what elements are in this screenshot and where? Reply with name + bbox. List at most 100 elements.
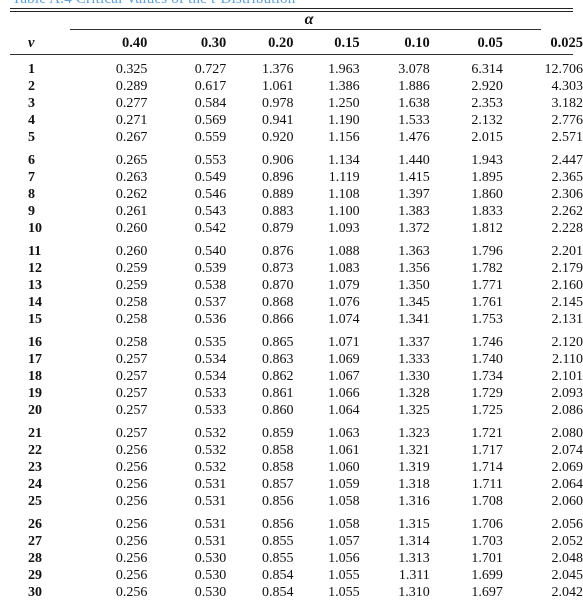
- critical-value-cell: 1.372: [398, 221, 430, 236]
- critical-value-cell: 0.256: [115, 551, 148, 566]
- table-caption: Table A.4 Critical Values of the t-Distr…: [12, 0, 295, 8]
- critical-value-cell: 0.259: [115, 278, 148, 293]
- table-row: 18 0.257 0.534 0.862 1.067 1.330 1.734 2.101: [10, 368, 583, 385]
- table-row: 13 0.259 0.538 0.870 1.079 1.350 1.771 2.160: [10, 277, 583, 294]
- critical-value-cell: 0.530: [194, 568, 227, 583]
- critical-value-cell: 0.532: [194, 460, 227, 475]
- critical-value-cell: 0.534: [194, 369, 227, 384]
- critical-value-cell: 1.250: [328, 96, 360, 111]
- critical-value-cell: 1.108: [328, 187, 360, 202]
- critical-value-cell: 1.753: [471, 312, 503, 327]
- nu-header: v: [28, 35, 35, 51]
- critical-value-cell: 0.569: [194, 113, 227, 128]
- critical-value-cell: 2.228: [551, 221, 583, 236]
- critical-value-cell: 0.257: [115, 352, 148, 367]
- critical-value-cell: 0.855: [261, 551, 294, 566]
- degrees-of-freedom-cell: 20: [28, 403, 42, 418]
- critical-value-cell: 0.257: [115, 426, 148, 441]
- degrees-of-freedom-cell: 17: [28, 352, 42, 367]
- critical-value-cell: 1.100: [328, 204, 360, 219]
- critical-value-cell: 0.530: [194, 551, 227, 566]
- critical-value-cell: 2.015: [471, 130, 503, 145]
- critical-value-cell: 0.536: [194, 312, 227, 327]
- critical-value-cell: 0.617: [194, 79, 227, 94]
- critical-value-cell: 0.260: [115, 244, 148, 259]
- table-row: 12 0.259 0.539 0.873 1.083 1.356 1.782 2.179: [10, 260, 583, 277]
- table-row: 23 0.256 0.532 0.858 1.060 1.319 1.714 2.069: [10, 459, 583, 476]
- critical-value-cell: 2.069: [551, 460, 583, 475]
- critical-value-cell: 0.540: [194, 244, 227, 259]
- critical-value-cell: 2.086: [551, 403, 583, 418]
- degrees-of-freedom-cell: 2: [28, 79, 35, 94]
- critical-value-cell: 1.337: [398, 335, 430, 350]
- critical-value-cell: 0.920: [261, 130, 294, 145]
- critical-value-cell: 1.771: [471, 278, 503, 293]
- critical-value-cell: 0.263: [115, 170, 148, 185]
- critical-value-cell: 1.796: [471, 244, 503, 259]
- critical-value-cell: 0.859: [261, 426, 294, 441]
- critical-value-cell: 12.706: [544, 62, 583, 77]
- degrees-of-freedom-cell: 18: [28, 369, 42, 384]
- critical-value-cell: 1.701: [471, 551, 503, 566]
- critical-value-cell: 0.325: [115, 62, 148, 77]
- critical-value-cell: 0.978: [261, 96, 294, 111]
- critical-value-cell: 1.074: [328, 312, 360, 327]
- table-row: 9 0.261 0.543 0.883 1.100 1.383 1.833 2.262: [10, 203, 583, 220]
- critical-value-cell: 0.858: [261, 460, 294, 475]
- critical-value-cell: 0.559: [194, 130, 227, 145]
- table-row: 4 0.271 0.569 0.941 1.190 1.533 2.132 2.776: [10, 112, 583, 129]
- critical-value-cell: 0.543: [194, 204, 227, 219]
- critical-value-cell: 0.532: [194, 426, 227, 441]
- critical-value-cell: 1.063: [328, 426, 360, 441]
- degrees-of-freedom-cell: 3: [28, 96, 35, 111]
- critical-value-cell: 0.533: [194, 386, 227, 401]
- alpha-column-header: 0.05: [477, 35, 503, 51]
- critical-value-cell: 2.045: [551, 568, 583, 583]
- degrees-of-freedom-cell: 7: [28, 170, 35, 185]
- critical-value-cell: 1.833: [471, 204, 503, 219]
- critical-value-cell: 2.201: [551, 244, 583, 259]
- critical-value-cell: 0.883: [261, 204, 294, 219]
- critical-value-cell: 0.256: [115, 585, 148, 600]
- degrees-of-freedom-cell: 8: [28, 187, 35, 202]
- degrees-of-freedom-cell: 23: [28, 460, 42, 475]
- critical-value-cell: 2.060: [551, 494, 583, 509]
- critical-value-cell: 2.064: [551, 477, 583, 492]
- degrees-of-freedom-cell: 5: [28, 130, 35, 145]
- critical-value-cell: 1.708: [471, 494, 503, 509]
- critical-value-cell: 1.350: [398, 278, 430, 293]
- alpha-span-rule: [70, 29, 541, 30]
- critical-value-cell: 6.314: [471, 62, 503, 77]
- critical-value-cell: 0.531: [194, 477, 227, 492]
- critical-value-cell: 0.941: [261, 113, 294, 128]
- critical-value-cell: 1.134: [328, 153, 360, 168]
- critical-value-cell: 0.257: [115, 403, 148, 418]
- critical-value-cell: 0.531: [194, 534, 227, 549]
- degrees-of-freedom-cell: 15: [28, 312, 42, 327]
- table-row: 6 0.265 0.553 0.906 1.134 1.440 1.943 2.447: [10, 146, 583, 169]
- critical-value-cell: 0.277: [115, 96, 148, 111]
- critical-value-cell: 2.571: [551, 130, 583, 145]
- table-row: 16 0.258 0.535 0.865 1.071 1.337 1.746 2.120: [10, 328, 583, 351]
- critical-value-cell: 0.858: [261, 443, 294, 458]
- alpha-column-header: 0.40: [121, 35, 148, 51]
- critical-value-cell: 0.533: [194, 403, 227, 418]
- alpha-header: α: [304, 11, 314, 28]
- degrees-of-freedom-cell: 12: [28, 261, 42, 276]
- critical-value-cell: 1.376: [261, 62, 294, 77]
- critical-value-cell: 1.056: [328, 551, 360, 566]
- critical-value-cell: 2.365: [551, 170, 583, 185]
- critical-value-cell: 1.316: [398, 494, 430, 509]
- critical-value-cell: 0.854: [261, 585, 294, 600]
- critical-value-cell: 2.160: [551, 278, 583, 293]
- table-row: 25 0.256 0.531 0.856 1.058 1.316 1.708 2.060: [10, 493, 583, 510]
- critical-value-cell: 0.906: [261, 153, 294, 168]
- top-rule-inner: [10, 11, 573, 12]
- critical-value-cell: 2.074: [551, 443, 583, 458]
- critical-value-cell: 0.879: [261, 221, 294, 236]
- critical-value-cell: 1.717: [471, 443, 503, 458]
- degrees-of-freedom-cell: 29: [28, 568, 42, 583]
- critical-value-cell: 1.345: [398, 295, 430, 310]
- critical-value-cell: 0.860: [261, 403, 294, 418]
- critical-value-cell: 0.532: [194, 443, 227, 458]
